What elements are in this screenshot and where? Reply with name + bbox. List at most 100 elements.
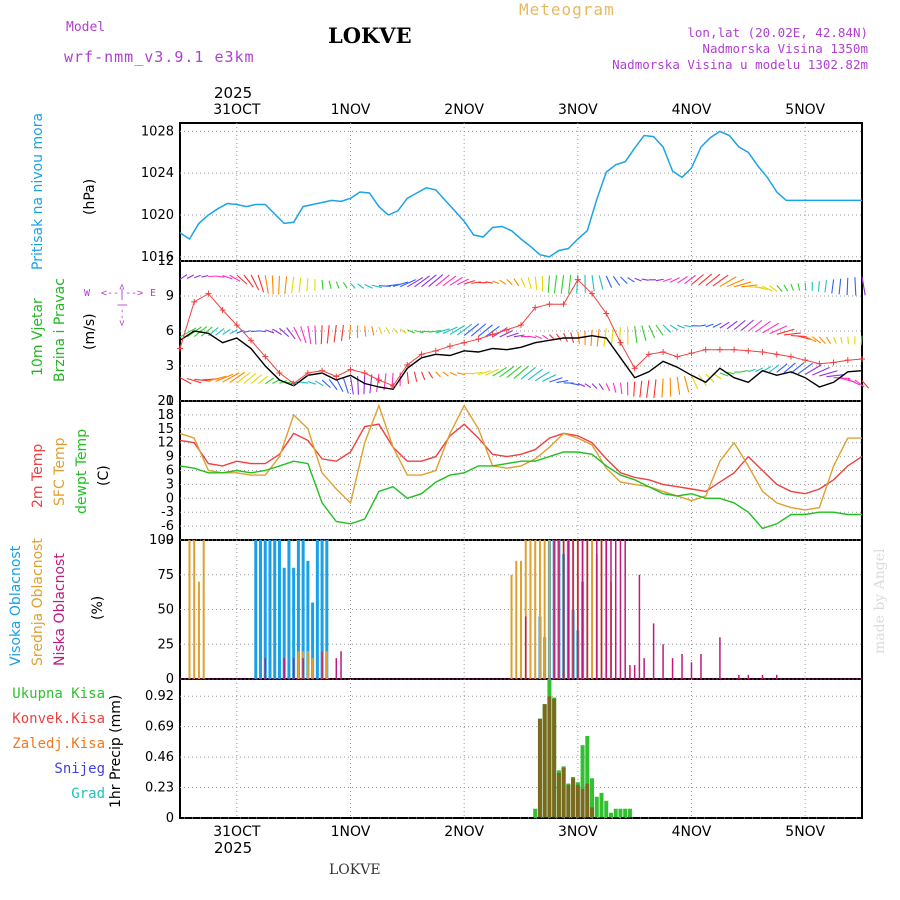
cloud-tick: 100 [149, 533, 174, 548]
cloud-high-bar [282, 567, 286, 679]
precip-conv-bar [575, 784, 580, 818]
wind-arrow [783, 284, 789, 292]
wind-arrow [804, 335, 817, 343]
wind-arrow [328, 378, 338, 391]
wind-arrow [619, 382, 623, 395]
temp-dewpt-line [179, 451, 862, 530]
wind-arrow [833, 336, 837, 344]
wind-arrow [179, 377, 192, 385]
wind-arrow [208, 375, 227, 382]
wind-arrow [819, 370, 838, 377]
wind-arrow [369, 374, 373, 394]
wind-arrow [790, 362, 805, 374]
wind-arrow [684, 274, 696, 285]
wind-arrow [421, 274, 437, 288]
wind-arrow [407, 276, 424, 288]
wind-arrow [258, 330, 267, 333]
legend-snow: Snijeg [54, 761, 105, 777]
temp-label-1: 2m Temp [30, 443, 46, 508]
pressure-tick: 1024 [141, 166, 174, 181]
cloud-high-bar [320, 540, 324, 679]
wind-arrow [257, 375, 269, 385]
wind-arrow [861, 276, 866, 296]
wind-arrow [413, 371, 418, 382]
wind-gust-marker [859, 356, 865, 362]
wind-arrow [847, 336, 849, 344]
cloud-high-bar [292, 567, 296, 679]
wind-arrow [662, 324, 672, 333]
precip-unit: 1hr Precip (mm) [108, 694, 124, 808]
precip-total-bar [627, 808, 632, 818]
wind-arrow [556, 333, 562, 341]
cloud-low-bar [302, 658, 304, 679]
wind-gust-marker [489, 331, 496, 338]
wind-arrow [762, 285, 773, 292]
wind-arrow [456, 323, 473, 336]
wind-arrow [705, 273, 721, 287]
cloud-low-bar [340, 651, 342, 679]
cloud-high-bar [325, 540, 329, 679]
cloud-mid-bar [591, 540, 594, 679]
cloud-mid-bar [529, 540, 532, 679]
wind-arrow [726, 320, 738, 330]
pressure-tick: 1016 [141, 250, 174, 265]
wind-arrow [590, 329, 593, 347]
wind-arrow [463, 323, 480, 337]
wind-arrow [817, 280, 820, 292]
wind-arrow [279, 327, 290, 338]
wind-arrow [222, 328, 231, 335]
temp-tick: 6 [166, 464, 174, 479]
wind-arrow [769, 325, 788, 335]
legend-hail: Grad [71, 786, 105, 802]
day-label-bottom: 4NOV [672, 824, 712, 840]
wind-arrow [298, 277, 302, 293]
wind-arrow [257, 274, 265, 293]
wind-arrow [179, 327, 197, 338]
wind-arrow [284, 276, 288, 295]
wind-arrow [499, 330, 513, 338]
day-label-bottom: 31OCT [213, 824, 261, 840]
wind-arrow [605, 383, 611, 392]
wind-arrow [826, 374, 845, 378]
precip-conv-bar [566, 784, 571, 818]
cloud-high-bar [254, 540, 258, 679]
coords-text: lon,lat (20.02E, 42.84N) [687, 25, 868, 40]
panel-frame-0 [179, 122, 863, 262]
wind-arrow [534, 371, 550, 382]
cloud-high-bar [315, 540, 319, 679]
cloud-mid-bar [306, 651, 309, 679]
cloud-mid-bar [510, 574, 513, 679]
wind-arrow [520, 366, 536, 380]
wind-arrow [350, 282, 356, 289]
wind-arrow [755, 367, 764, 373]
wind-arrow [653, 379, 657, 399]
wind-arrow [826, 336, 831, 345]
cloud-mid-bar [520, 560, 522, 679]
wind-arrow [812, 366, 830, 376]
altitude-text: Nadmorska Visina 1350m [702, 41, 868, 56]
wind-arrow [485, 281, 493, 284]
wind-gust-marker [631, 365, 638, 372]
wind-arrow [747, 319, 763, 332]
cloud-low-bar [558, 540, 560, 679]
wind-arrow [838, 278, 842, 295]
pressure-line [179, 130, 862, 258]
day-label-top: 5NOV [785, 102, 825, 118]
wind-arrow [463, 279, 476, 285]
wind-arrow [456, 278, 470, 286]
wind-arrow [421, 371, 426, 381]
year-bottom-label: 2025 [214, 839, 253, 857]
cloud-mid-bar [325, 651, 328, 679]
wind-label-2: Brzina i Pravac [52, 278, 68, 382]
precip-total-bar [613, 808, 618, 818]
cloud-high-bar [301, 540, 305, 679]
cloud-low-bar [562, 540, 565, 679]
wind-arrow [726, 371, 735, 375]
wind-arrow [705, 323, 714, 328]
pressure-tick: 1020 [141, 208, 174, 223]
wind-arrow [215, 373, 234, 382]
wind-arrow [733, 281, 752, 288]
wind-gust-marker [617, 339, 624, 346]
wind-arrow [307, 380, 316, 385]
day-label-top: 3NOV [558, 102, 598, 118]
